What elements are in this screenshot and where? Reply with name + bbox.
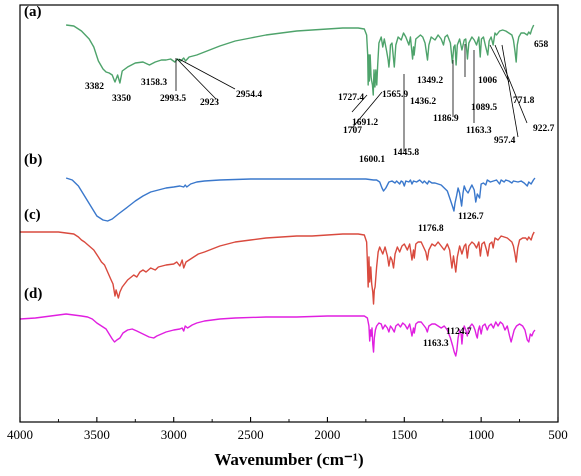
peak-label: 1565.9: [382, 90, 408, 100]
x-tick-label: 500: [548, 427, 568, 442]
peak-label: 658: [534, 40, 549, 50]
peak-label: 1600.1: [359, 155, 385, 165]
peak-leader-line: [351, 91, 383, 129]
peak-leader-line: [176, 58, 217, 100]
x-tick-label: 2500: [238, 427, 264, 442]
peak-label: 957.4: [494, 136, 516, 146]
peak-label: 1089.5: [471, 103, 497, 113]
peak-annotations-group: 3382 3350 3158.3 2993.5 2923 2954.4 1727.4 1707…: [85, 40, 555, 349]
peak-leader-line: [351, 94, 368, 113]
spectrum-line-b: [65, 177, 536, 222]
peak-label: 1163.3: [466, 126, 492, 136]
peak-label: 2954.4: [236, 90, 262, 100]
peak-label: 2993.5: [160, 94, 186, 104]
peak-label: 1126.7: [458, 212, 484, 222]
peak-label: 1727.4: [338, 93, 364, 103]
peak-label: 3350: [112, 94, 131, 104]
peak-label: 1124.7: [446, 327, 472, 337]
axes-group: 4000 3500 3000 2500 2000 1500 1000 500: [7, 4, 568, 442]
peak-label: 1349.2: [417, 76, 443, 86]
peak-label: 2923: [200, 98, 219, 108]
x-axis-title: Wavenumber (cm⁻¹): [214, 450, 363, 469]
peak-leader-line: [494, 44, 528, 124]
spectrum-line-d: [19, 313, 536, 357]
peak-label: 922.7: [533, 124, 555, 134]
spectra-group: [19, 24, 536, 357]
panel-label-d: (d): [24, 286, 42, 302]
peak-label: 1186.9: [433, 114, 459, 124]
peak-leader-line: [489, 44, 510, 83]
x-tick-label: 2000: [314, 427, 340, 442]
panel-label-a: (a): [24, 4, 42, 20]
panel-label-c: (c): [24, 207, 41, 223]
spectrum-line-a: [66, 24, 535, 96]
peak-label: 1006: [478, 76, 497, 86]
peak-label: 1707: [343, 126, 362, 136]
peak-leader-line: [501, 44, 519, 138]
peak-label: 1436.2: [410, 97, 436, 107]
peak-label: 1691.2: [352, 118, 378, 128]
panel-labels-group: (a) (b) (c) (d): [24, 4, 42, 302]
x-tick-label: 1500: [391, 427, 417, 442]
x-tick-label: 3000: [161, 427, 187, 442]
x-tick-label: 3500: [84, 427, 110, 442]
peak-label: 3158.3: [141, 78, 167, 88]
panel-label-b: (b): [24, 152, 42, 168]
peak-label: 3382: [85, 82, 104, 92]
peak-label: 771.8: [513, 96, 535, 106]
x-tick-label: 1000: [468, 427, 494, 442]
peak-leader-line: [178, 58, 236, 90]
x-tick-label: 4000: [7, 427, 33, 442]
spectrum-line-c: [20, 231, 535, 305]
peak-label: 1445.8: [393, 148, 419, 158]
peak-label: 1163.3: [423, 339, 449, 349]
peak-label: 1176.8: [418, 224, 444, 234]
